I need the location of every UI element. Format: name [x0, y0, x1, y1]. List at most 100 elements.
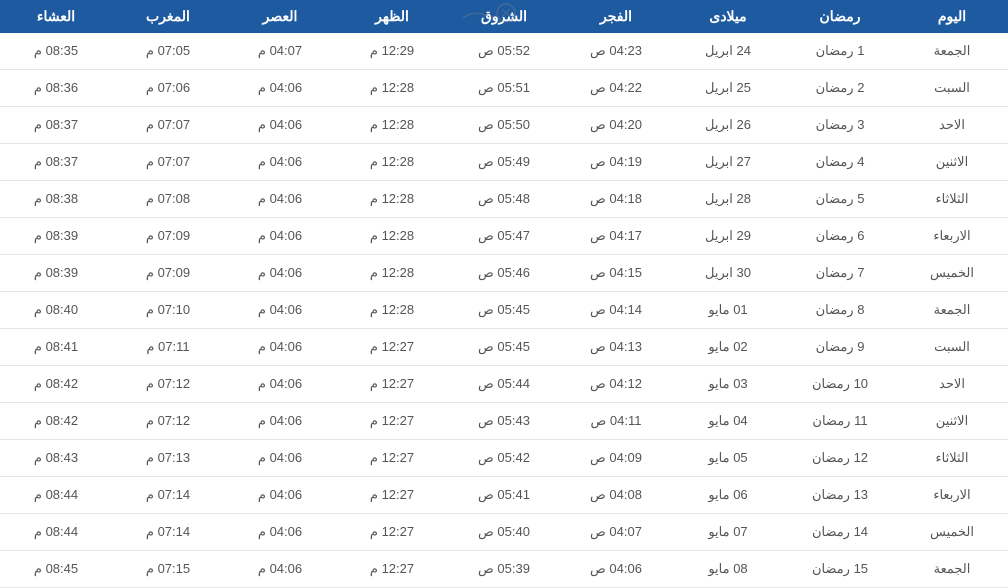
table-row: السبت2 رمضان25 ابريل04:22 ص05:51 ص12:28 … — [0, 70, 1008, 107]
table-cell: 26 ابريل — [672, 107, 784, 144]
col-sunrise: الشروق — [448, 0, 560, 33]
table-cell: 07:15 م — [112, 551, 224, 588]
table-cell: 07:05 م — [112, 33, 224, 70]
table-row: الثلاثاء5 رمضان28 ابريل04:18 ص05:48 ص12:… — [0, 181, 1008, 218]
table-cell: 04:06 م — [224, 514, 336, 551]
table-cell: 04 مايو — [672, 403, 784, 440]
table-cell: الاربعاء — [896, 218, 1008, 255]
table-cell: 6 رمضان — [784, 218, 896, 255]
col-dhuhr: الظهر — [336, 0, 448, 33]
table-cell: 04:13 ص — [560, 329, 672, 366]
table-row: الاحد10 رمضان03 مايو04:12 ص05:44 ص12:27 … — [0, 366, 1008, 403]
table-cell: 04:11 ص — [560, 403, 672, 440]
table-cell: 12:27 م — [336, 403, 448, 440]
table-cell: 08:37 م — [0, 107, 112, 144]
table-cell: السبت — [896, 70, 1008, 107]
table-cell: 05:52 ص — [448, 33, 560, 70]
table-cell: 12:28 م — [336, 218, 448, 255]
table-cell: 04:12 ص — [560, 366, 672, 403]
table-cell: 08:43 م — [0, 440, 112, 477]
table-cell: 04:07 م — [224, 33, 336, 70]
table-cell: 07:12 م — [112, 403, 224, 440]
table-cell: الاثنين — [896, 403, 1008, 440]
table-cell: 9 رمضان — [784, 329, 896, 366]
table-row: الاربعاء6 رمضان29 ابريل04:17 ص05:47 ص12:… — [0, 218, 1008, 255]
table-cell: 04:06 م — [224, 218, 336, 255]
table-row: الاربعاء13 رمضان06 مايو04:08 ص05:41 ص12:… — [0, 477, 1008, 514]
table-cell: 06 مايو — [672, 477, 784, 514]
table-cell: الثلاثاء — [896, 440, 1008, 477]
table-cell: 11 رمضان — [784, 403, 896, 440]
table-cell: 05:51 ص — [448, 70, 560, 107]
table-cell: 08:39 م — [0, 218, 112, 255]
table-cell: 08:42 م — [0, 366, 112, 403]
table-cell: 07:07 م — [112, 144, 224, 181]
table-cell: 12:27 م — [336, 477, 448, 514]
table-cell: 4 رمضان — [784, 144, 896, 181]
table-row: الثلاثاء12 رمضان05 مايو04:09 ص05:42 ص12:… — [0, 440, 1008, 477]
table-cell: 12:28 م — [336, 292, 448, 329]
table-cell: 07:06 م — [112, 70, 224, 107]
table-cell: 04:06 م — [224, 440, 336, 477]
table-cell: 08:37 م — [0, 144, 112, 181]
table-row: الاحد3 رمضان26 ابريل04:20 ص05:50 ص12:28 … — [0, 107, 1008, 144]
table-cell: 05:49 ص — [448, 144, 560, 181]
prayer-times-table: اليوم رمضان ميلادى الفجر الشروق الظهر ال… — [0, 0, 1008, 588]
table-cell: 02 مايو — [672, 329, 784, 366]
table-cell: 25 ابريل — [672, 70, 784, 107]
table-cell: 04:18 ص — [560, 181, 672, 218]
table-cell: 04:06 م — [224, 403, 336, 440]
table-row: الجمعة8 رمضان01 مايو04:14 ص05:45 ص12:28 … — [0, 292, 1008, 329]
table-cell: 08:39 م — [0, 255, 112, 292]
table-cell: الاحد — [896, 366, 1008, 403]
table-cell: الاحد — [896, 107, 1008, 144]
table-cell: 12:29 م — [336, 33, 448, 70]
table-cell: الاثنين — [896, 144, 1008, 181]
table-cell: 07:07 م — [112, 107, 224, 144]
table-cell: 07:09 م — [112, 218, 224, 255]
table-cell: 07:09 م — [112, 255, 224, 292]
table-cell: الخميس — [896, 514, 1008, 551]
table-row: الخميس7 رمضان30 ابريل04:15 ص05:46 ص12:28… — [0, 255, 1008, 292]
table-cell: 08:44 م — [0, 477, 112, 514]
table-cell: 03 مايو — [672, 366, 784, 403]
table-cell: 04:14 ص — [560, 292, 672, 329]
table-cell: 04:06 م — [224, 70, 336, 107]
table-cell: 14 رمضان — [784, 514, 896, 551]
table-cell: 08:35 م — [0, 33, 112, 70]
table-cell: 04:06 م — [224, 477, 336, 514]
table-row: الجمعة1 رمضان24 ابريل04:23 ص05:52 ص12:29… — [0, 33, 1008, 70]
table-cell: 04:06 م — [224, 551, 336, 588]
table-cell: 08:42 م — [0, 403, 112, 440]
table-cell: 04:07 ص — [560, 514, 672, 551]
table-cell: 04:08 ص — [560, 477, 672, 514]
table-cell: 08:36 م — [0, 70, 112, 107]
table-cell: 30 ابريل — [672, 255, 784, 292]
table-cell: 12:28 م — [336, 255, 448, 292]
table-cell: 24 ابريل — [672, 33, 784, 70]
table-cell: 12:27 م — [336, 329, 448, 366]
table-cell: 12:27 م — [336, 440, 448, 477]
table-cell: 04:06 ص — [560, 551, 672, 588]
col-fajr: الفجر — [560, 0, 672, 33]
table-cell: 05:47 ص — [448, 218, 560, 255]
table-cell: 05:39 ص — [448, 551, 560, 588]
table-cell: 5 رمضان — [784, 181, 896, 218]
col-day: اليوم — [896, 0, 1008, 33]
table-cell: 05:40 ص — [448, 514, 560, 551]
table-cell: 12:27 م — [336, 551, 448, 588]
table-cell: 28 ابريل — [672, 181, 784, 218]
table-cell: 05:48 ص — [448, 181, 560, 218]
table-cell: 12:28 م — [336, 144, 448, 181]
col-isha: العشاء — [0, 0, 112, 33]
table-cell: 05:46 ص — [448, 255, 560, 292]
table-cell: 07:13 م — [112, 440, 224, 477]
table-cell: 29 ابريل — [672, 218, 784, 255]
table-cell: 12 رمضان — [784, 440, 896, 477]
table-cell: الثلاثاء — [896, 181, 1008, 218]
table-cell: 15 رمضان — [784, 551, 896, 588]
table-row: الخميس14 رمضان07 مايو04:07 ص05:40 ص12:27… — [0, 514, 1008, 551]
col-ramadan: رمضان — [784, 0, 896, 33]
table-cell: 07:11 م — [112, 329, 224, 366]
table-cell: 04:20 ص — [560, 107, 672, 144]
